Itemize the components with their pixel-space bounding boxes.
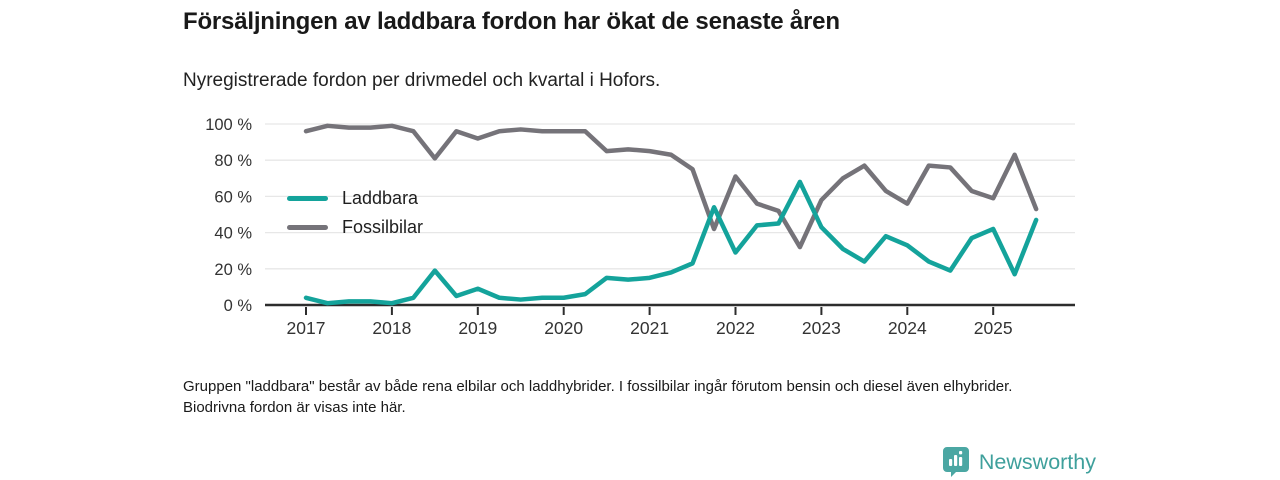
y-tick-label: 0 % bbox=[224, 297, 253, 315]
y-tick-label: 80 % bbox=[214, 152, 252, 170]
chart-footnote: Gruppen "laddbara" består av både rena e… bbox=[183, 378, 1013, 416]
bar-chart-badge-icon bbox=[942, 447, 969, 477]
x-tick-label: 2022 bbox=[716, 318, 755, 338]
x-tick-label: 2018 bbox=[372, 318, 411, 338]
y-tick-label: 40 % bbox=[214, 225, 252, 243]
x-tick-label: 2020 bbox=[544, 318, 583, 338]
chart-title: Försäljningen av laddbara fordon har öka… bbox=[183, 8, 840, 35]
x-tick-label: 2017 bbox=[287, 318, 326, 338]
x-tick-label: 2021 bbox=[630, 318, 669, 338]
laddbara-line-swatch-icon bbox=[287, 196, 328, 201]
x-tick-label: 2019 bbox=[458, 318, 497, 338]
fossilbilar-line-swatch-icon bbox=[287, 225, 328, 230]
newsworthy-wordmark: Newsworthy bbox=[978, 449, 1096, 474]
chart-subtitle: Nyregistrerade fordon per drivmedel och … bbox=[183, 70, 661, 91]
x-tick-label: 2024 bbox=[888, 318, 927, 338]
legend-item-laddbara: Laddbara bbox=[287, 184, 423, 213]
series-line-fossilbilar bbox=[303, 123, 1039, 250]
series-line-laddbara bbox=[303, 179, 1039, 306]
legend-label: Laddbara bbox=[342, 188, 419, 208]
y-tick-label: 20 % bbox=[214, 261, 252, 279]
legend-label: Fossilbilar bbox=[342, 217, 424, 237]
y-tick-label: 60 % bbox=[214, 188, 252, 206]
legend-item-fossilbilar: Fossilbilar bbox=[287, 213, 423, 242]
x-tick-label: 2023 bbox=[802, 318, 841, 338]
newsworthy-logo[interactable]: Newsworthy bbox=[942, 446, 1096, 478]
x-tick-label: 2025 bbox=[974, 318, 1013, 338]
chart-legend: Laddbara Fossilbilar bbox=[287, 184, 423, 242]
y-tick-label: 100 % bbox=[205, 116, 252, 134]
